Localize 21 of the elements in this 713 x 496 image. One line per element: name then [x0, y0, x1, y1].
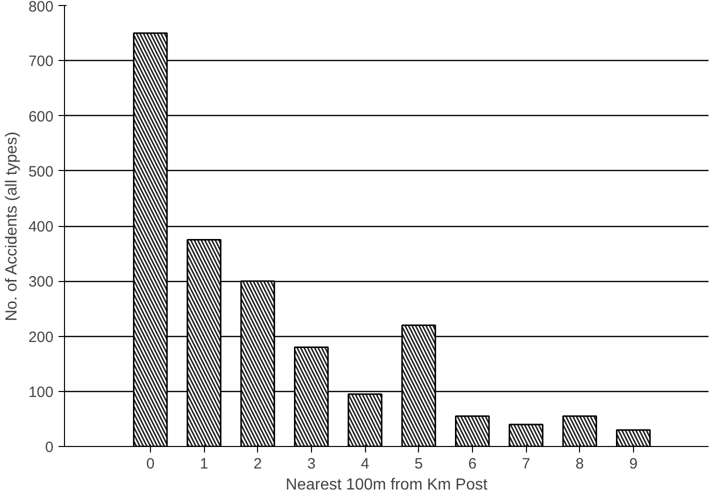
- y-tick-label: 800: [28, 0, 54, 16]
- y-tick-label: 200: [28, 328, 54, 346]
- x-tick-label: 9: [629, 456, 638, 472]
- y-axis-title: No. of Accidents (all types): [3, 132, 20, 322]
- x-tick-label: 6: [468, 456, 477, 472]
- x-tick-label: 0: [146, 456, 155, 472]
- y-tick-label: 700: [28, 53, 54, 70]
- x-tick-label: 1: [200, 456, 208, 472]
- x-tick-label: 7: [522, 456, 530, 472]
- y-tick-label: 500: [28, 163, 54, 180]
- y-tick-label: 400: [28, 218, 54, 236]
- y-tick-label: 600: [28, 108, 54, 126]
- x-axis-title: Nearest 100m from Km Post: [286, 476, 488, 494]
- y-tick-label: 300: [28, 274, 54, 291]
- x-tick-label: 8: [576, 456, 584, 472]
- y-tick-label: 0: [45, 439, 54, 456]
- x-tick-label: 4: [360, 456, 370, 472]
- y-tick-label: 100: [28, 384, 54, 401]
- x-tick-label: 2: [254, 456, 262, 472]
- x-tick-label: 5: [414, 456, 423, 472]
- x-tick-label: 3: [307, 456, 316, 472]
